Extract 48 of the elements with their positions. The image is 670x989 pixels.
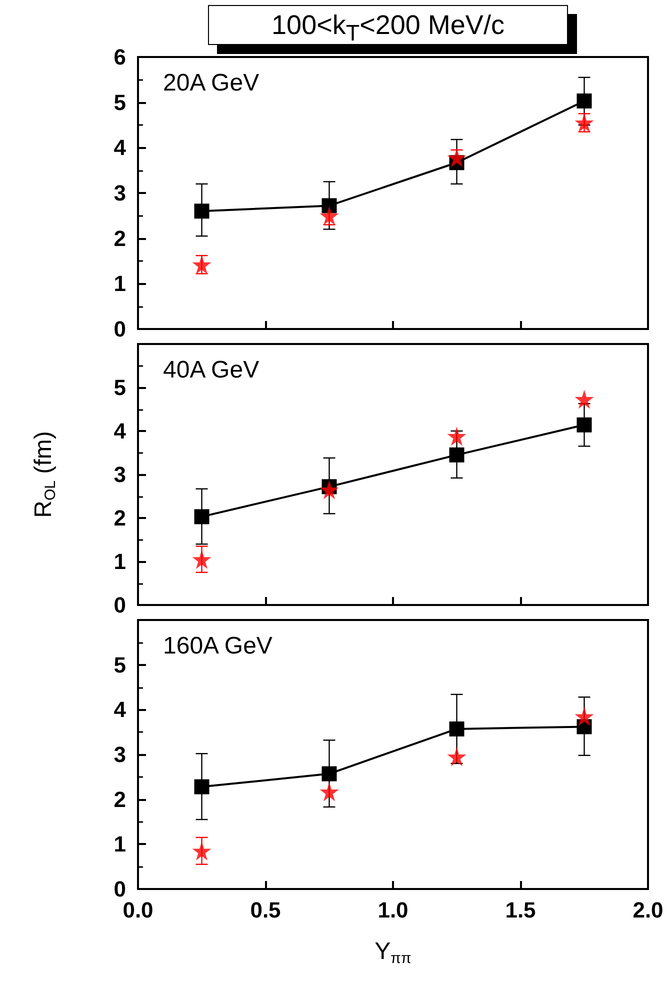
point (194, 204, 210, 219)
point (574, 706, 594, 726)
y-tick-label: 4 (114, 697, 127, 722)
y-tick-label: 2 (114, 506, 126, 530)
y-axis-title: ROL (fm) (30, 431, 59, 518)
point (449, 447, 464, 462)
point (320, 480, 339, 500)
y-tick-label: 5 (114, 90, 126, 115)
point (447, 747, 466, 766)
point (192, 841, 212, 860)
point (194, 779, 210, 794)
y-tick-label: 1 (114, 549, 126, 574)
y-tick-label: 2 (114, 786, 126, 812)
point (449, 721, 464, 736)
y-tick-label: 3 (114, 742, 126, 767)
point (320, 206, 339, 226)
point (192, 255, 212, 274)
y-tick-label: 5 (114, 375, 126, 400)
point (576, 417, 592, 432)
point (447, 148, 466, 168)
y-tick-label: 4 (114, 418, 127, 444)
point (447, 426, 466, 446)
point (320, 782, 339, 802)
y-tick-label: 3 (114, 462, 126, 487)
point (322, 766, 337, 782)
y-tick-label: 2 (114, 226, 126, 251)
y-tick-label: 0 (114, 316, 126, 342)
y-tick-label: 3 (114, 180, 126, 206)
annotation: 40A GeV (163, 356, 260, 384)
x-tick-label: 1.0 (378, 898, 408, 922)
y-tick-label: 0 (114, 592, 126, 618)
point (574, 113, 594, 132)
x-tick-label: 1.5 (505, 898, 536, 922)
x-tick-label: 2.0 (632, 898, 664, 922)
annotation: 160A GeV (163, 632, 272, 660)
point (322, 198, 337, 214)
chart-title: 100<k$_{T}$<200 MeV/c (208, 5, 568, 46)
y-tick-label: 4 (114, 135, 127, 160)
annotation: 20A GeV (163, 70, 260, 96)
y-tick-label: 5 (114, 652, 126, 678)
point (576, 93, 592, 108)
point (194, 509, 210, 524)
y-tick-label: 1 (114, 832, 126, 857)
y-tick-label: 6 (114, 44, 126, 70)
point (574, 390, 594, 409)
point (192, 550, 212, 569)
y-tick-label: 1 (114, 271, 126, 296)
x-tick-label: 0.5 (250, 898, 281, 922)
